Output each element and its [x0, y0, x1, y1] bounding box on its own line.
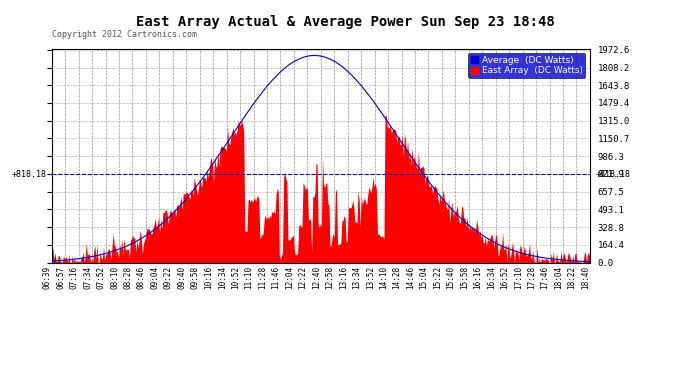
- Text: 07:16: 07:16: [70, 266, 79, 290]
- Text: 06:39: 06:39: [43, 266, 52, 290]
- Text: 09:22: 09:22: [164, 266, 172, 290]
- Text: 16:34: 16:34: [486, 266, 495, 290]
- Text: 18:40: 18:40: [581, 266, 590, 290]
- Text: 15:22: 15:22: [433, 266, 442, 290]
- Text: 11:10: 11:10: [244, 266, 254, 290]
- Text: 15:40: 15:40: [446, 266, 455, 290]
- Text: 07:52: 07:52: [97, 266, 106, 290]
- Text: 08:28: 08:28: [124, 266, 132, 290]
- Text: Copyright 2012 Cartronics.com: Copyright 2012 Cartronics.com: [52, 30, 197, 39]
- Text: +818.18: +818.18: [11, 170, 46, 179]
- Text: 12:58: 12:58: [325, 266, 334, 290]
- Text: 17:10: 17:10: [513, 266, 523, 290]
- Text: 16:52: 16:52: [500, 266, 509, 290]
- Text: 10:52: 10:52: [231, 266, 240, 290]
- Text: East Array Actual & Average Power Sun Sep 23 18:48: East Array Actual & Average Power Sun Se…: [136, 15, 554, 29]
- Text: 13:52: 13:52: [366, 266, 375, 290]
- Text: 18:22: 18:22: [567, 266, 576, 290]
- Text: 13:16: 13:16: [339, 266, 348, 290]
- Text: 07:34: 07:34: [83, 266, 92, 290]
- Text: 09:04: 09:04: [150, 266, 159, 290]
- Text: 14:28: 14:28: [393, 266, 402, 290]
- Text: 13:34: 13:34: [352, 266, 362, 290]
- Text: 15:04: 15:04: [420, 266, 428, 290]
- Text: 09:40: 09:40: [177, 266, 186, 290]
- Text: 15:58: 15:58: [460, 266, 469, 290]
- Text: 18:04: 18:04: [554, 266, 563, 290]
- Text: 06:57: 06:57: [56, 266, 65, 290]
- Text: 17:46: 17:46: [540, 266, 549, 290]
- Text: 10:34: 10:34: [217, 266, 226, 290]
- Text: 09:58: 09:58: [190, 266, 200, 290]
- Text: 14:46: 14:46: [406, 266, 415, 290]
- Text: 08:10: 08:10: [110, 266, 119, 290]
- Text: 12:22: 12:22: [298, 266, 308, 290]
- Text: 11:46: 11:46: [271, 266, 280, 290]
- Text: 08:46: 08:46: [137, 266, 146, 290]
- Text: +818.18: +818.18: [595, 170, 631, 179]
- Text: 10:16: 10:16: [204, 266, 213, 290]
- Text: 12:40: 12:40: [312, 266, 321, 290]
- Text: 12:04: 12:04: [285, 266, 294, 290]
- Text: 17:28: 17:28: [527, 266, 536, 290]
- Text: 14:10: 14:10: [379, 266, 388, 290]
- Legend: Average  (DC Watts), East Array  (DC Watts): Average (DC Watts), East Array (DC Watts…: [469, 53, 585, 78]
- Text: 11:28: 11:28: [258, 266, 267, 290]
- Text: 16:16: 16:16: [473, 266, 482, 290]
